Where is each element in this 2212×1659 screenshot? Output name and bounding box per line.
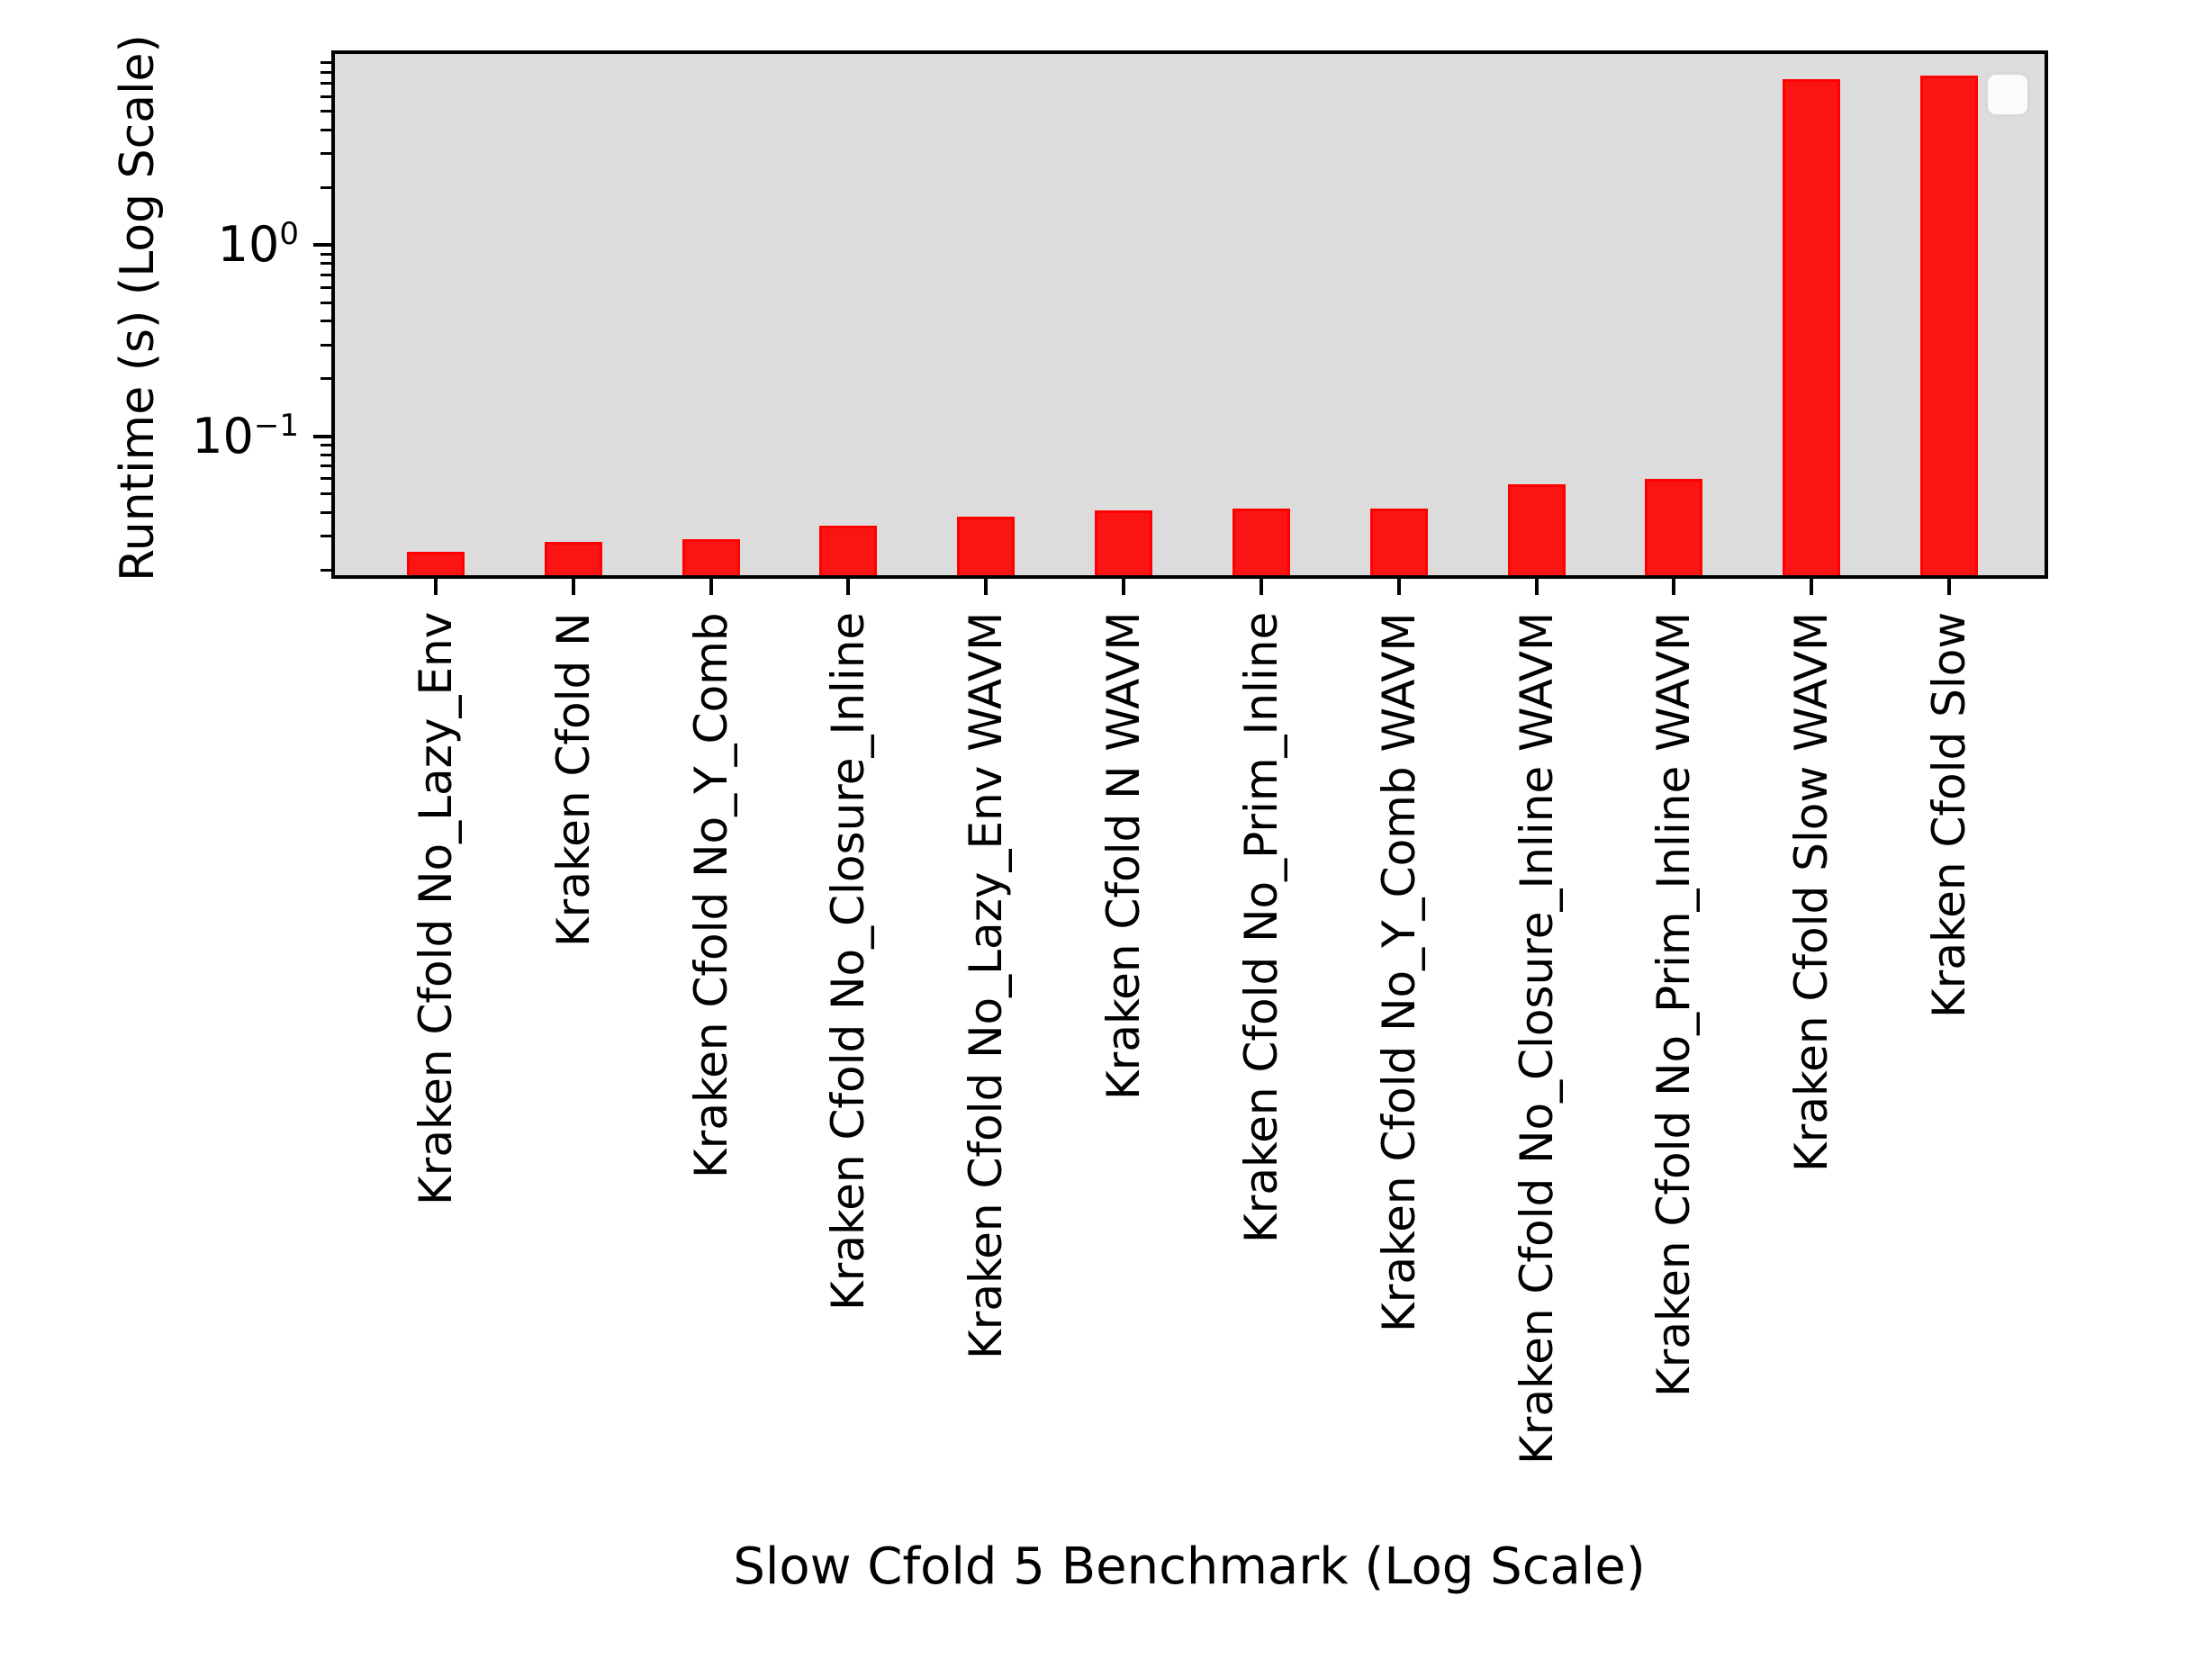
x-tick-label: Kraken Cfold No_Lazy_Env WAVM bbox=[960, 612, 1013, 1360]
x-tick-label: Kraken Cfold N bbox=[546, 612, 600, 947]
x-tick bbox=[846, 579, 851, 595]
bars-layer bbox=[335, 54, 2045, 575]
y-minor-tick bbox=[321, 273, 331, 276]
y-minor-tick bbox=[321, 262, 331, 266]
bar bbox=[1783, 78, 1841, 575]
y-minor-tick bbox=[321, 95, 331, 98]
y-tick-label: 100 bbox=[217, 216, 299, 274]
y-major-tick bbox=[313, 434, 331, 438]
x-tick-label: Kraken Cfold Slow bbox=[1923, 612, 1976, 1019]
x-tick-label: Kraken Cfold No_Prim_Inline bbox=[1234, 612, 1287, 1244]
x-tick bbox=[1396, 579, 1401, 595]
y-minor-tick bbox=[321, 492, 331, 496]
y-minor-tick bbox=[321, 377, 331, 381]
bar bbox=[1920, 76, 1979, 575]
legend bbox=[1985, 72, 2030, 117]
x-tick-label: Kraken Cfold No_Closure_Inline WAVM bbox=[1510, 612, 1563, 1465]
y-minor-tick bbox=[321, 464, 331, 468]
y-minor-tick bbox=[321, 301, 331, 304]
bar bbox=[1507, 484, 1566, 575]
y-tick-label: 10−1 bbox=[192, 407, 299, 464]
plot-area bbox=[331, 50, 2048, 579]
y-minor-tick bbox=[321, 510, 331, 514]
x-tick bbox=[1672, 579, 1676, 595]
y-minor-tick bbox=[321, 453, 331, 456]
y-minor-tick bbox=[321, 128, 331, 131]
x-tick-label: Kraken Cfold No_Y_Comb WAVM bbox=[1372, 612, 1425, 1332]
bar bbox=[1095, 510, 1153, 575]
x-tick bbox=[1122, 579, 1126, 595]
y-minor-tick bbox=[321, 152, 331, 156]
y-minor-tick bbox=[321, 110, 331, 113]
x-tick-label: Kraken Cfold No_Y_Comb bbox=[684, 612, 737, 1178]
bar bbox=[544, 542, 602, 575]
y-major-tick bbox=[313, 243, 331, 248]
bar bbox=[1369, 508, 1428, 575]
y-minor-tick bbox=[321, 568, 331, 572]
x-tick bbox=[709, 579, 713, 595]
x-tick bbox=[571, 579, 575, 595]
x-tick-label: Kraken Cfold No_Closure_Inline bbox=[822, 612, 875, 1312]
y-axis-label: Runtime (s) (Log Scale) bbox=[111, 34, 165, 582]
x-tick bbox=[984, 579, 989, 595]
bar bbox=[407, 551, 465, 575]
x-tick bbox=[1534, 579, 1539, 595]
y-minor-tick bbox=[321, 285, 331, 289]
bar bbox=[819, 526, 878, 575]
y-minor-tick bbox=[321, 70, 331, 74]
x-tick-label: Kraken Cfold N WAVM bbox=[1097, 612, 1151, 1101]
x-tick bbox=[1810, 579, 1814, 595]
x-tick bbox=[1947, 579, 1952, 595]
y-minor-tick bbox=[321, 82, 331, 86]
y-minor-tick bbox=[321, 535, 331, 538]
x-tick bbox=[1259, 579, 1263, 595]
y-minor-tick bbox=[321, 252, 331, 256]
y-minor-tick bbox=[321, 320, 331, 323]
x-tick-label: Kraken Cfold No_Lazy_Env bbox=[410, 612, 462, 1206]
y-minor-tick bbox=[321, 444, 331, 447]
y-minor-tick bbox=[321, 343, 331, 347]
bar bbox=[1232, 508, 1290, 575]
bar bbox=[957, 517, 1016, 575]
bar bbox=[1645, 478, 1703, 575]
x-tick-label: Kraken Cfold Slow WAVM bbox=[1785, 612, 1838, 1173]
x-tick-label: Kraken Cfold No_Prim_Inline WAVM bbox=[1648, 612, 1701, 1398]
bar bbox=[682, 539, 740, 575]
y-minor-tick bbox=[321, 185, 331, 189]
y-minor-tick bbox=[321, 477, 331, 481]
x-tick bbox=[434, 579, 438, 595]
x-axis-label: Slow Cfold 5 Benchmark (Log Scale) bbox=[733, 1537, 1646, 1596]
y-minor-tick bbox=[321, 61, 331, 65]
